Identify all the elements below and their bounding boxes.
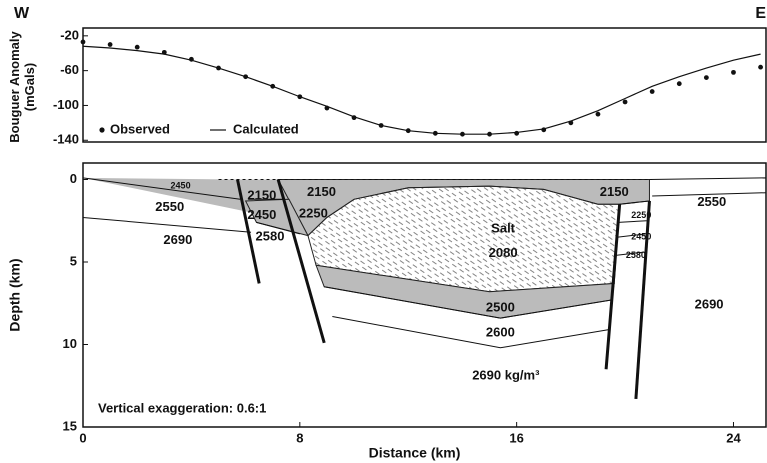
annotation: Salt	[491, 220, 516, 235]
annotation: 2580	[626, 250, 646, 260]
observed-point	[677, 81, 682, 86]
plot-frame	[83, 28, 766, 142]
annotation: 2550	[697, 194, 726, 209]
y-tick-label: -100	[53, 97, 79, 112]
y-tick-label: 10	[63, 336, 77, 351]
annotation: 2080	[489, 245, 518, 260]
y-tick-label: 5	[70, 253, 77, 268]
x-tick-label: 8	[296, 430, 303, 445]
annotation: 2450	[247, 207, 276, 222]
annotation: 2690	[163, 232, 192, 247]
observed-point	[135, 45, 140, 50]
direction-label: W	[14, 5, 30, 22]
annotation: 2150	[600, 184, 629, 199]
annotation: 2690 kg/m³	[472, 367, 540, 382]
boundary	[332, 316, 608, 347]
annotation: 2150	[307, 184, 336, 199]
annotation: 2500	[486, 300, 515, 315]
legend-marker	[99, 127, 104, 132]
observed-point	[596, 112, 601, 117]
legend-label: Observed	[110, 121, 170, 136]
calculated-line	[83, 46, 761, 134]
page: {"chart_data":[ {"type":"line","directio…	[0, 0, 767, 463]
observed-point	[623, 100, 628, 105]
x-axis-label: Distance (km)	[369, 445, 461, 461]
x-tick-label: 24	[726, 430, 741, 445]
y-axis-label-line: Bouguer Anomaly	[7, 31, 22, 143]
observed-point	[81, 40, 86, 45]
y-tick-label: 0	[70, 171, 77, 186]
annotation: 2450	[171, 180, 191, 190]
figure: W E -20 -60 -100 -140 Bouguer Anomaly(mGals) Ob…	[0, 0, 767, 463]
observed-point	[704, 75, 709, 80]
annotation: 2690	[695, 296, 724, 311]
annotation: 2250	[631, 210, 651, 220]
annotation: 2150	[247, 187, 276, 202]
y-tick-label: -60	[60, 62, 79, 77]
boundary	[83, 217, 251, 232]
y-tick-label: -140	[53, 132, 79, 147]
y-tick-label: -20	[60, 27, 79, 42]
observed-point	[731, 70, 736, 75]
annotation: 2580	[256, 229, 285, 244]
annotation: 2450	[631, 232, 651, 242]
observed-point	[650, 89, 655, 94]
x-tick-label: 16	[509, 430, 523, 445]
x-tick-label: 0	[79, 430, 86, 445]
y-axis-label: Bouguer Anomaly(mGals)	[7, 31, 37, 143]
annotation: 2600	[486, 324, 515, 339]
direction-label: E	[755, 5, 766, 22]
boundary	[649, 178, 766, 180]
observed-point	[758, 65, 763, 70]
annotation: Vertical exaggeration: 0.6:1	[98, 400, 266, 415]
annotation: 2250	[299, 206, 328, 221]
y-axis-label-line: (mGals)	[22, 63, 37, 111]
y-axis-label: Depth (km)	[7, 258, 23, 331]
y-tick-label: 15	[63, 418, 77, 433]
observed-point	[108, 42, 113, 47]
annotation: 2550	[155, 199, 184, 214]
legend-label: Calculated	[233, 121, 299, 136]
boundary	[618, 221, 646, 223]
